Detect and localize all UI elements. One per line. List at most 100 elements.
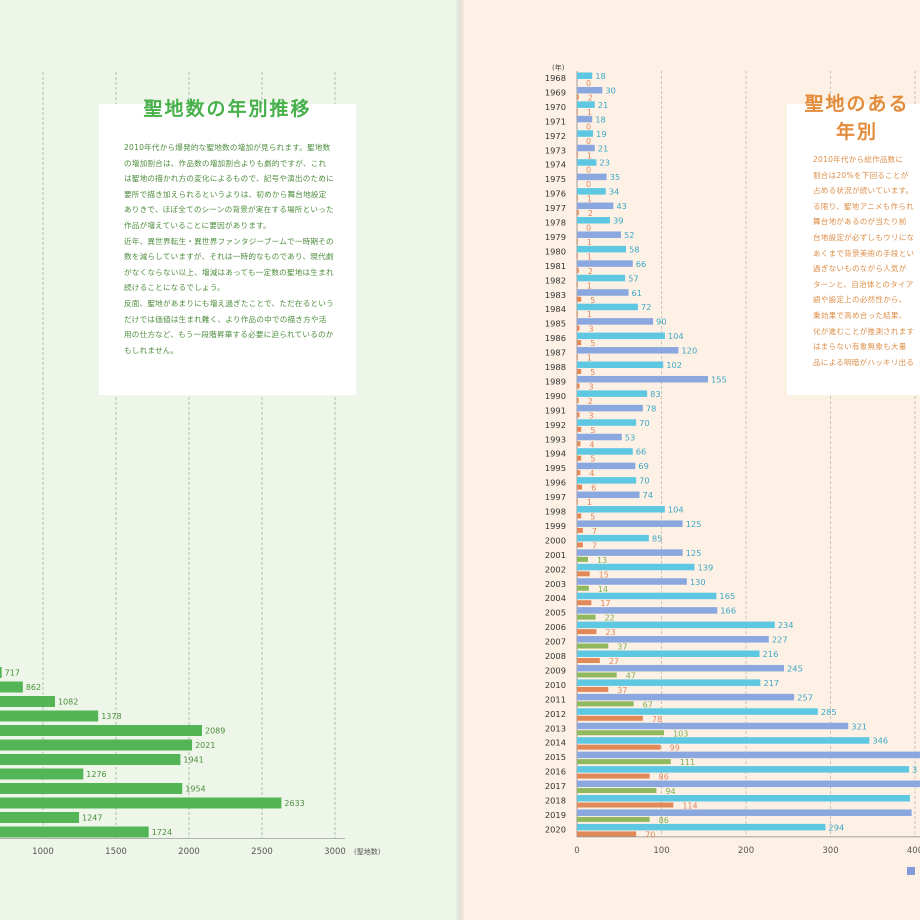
data-label-seichi: 1	[587, 238, 592, 247]
year-label: 2020	[545, 824, 566, 834]
x-tick-label: 1000	[32, 847, 54, 857]
bar-total	[577, 144, 595, 152]
data-label-seichi: 23	[605, 628, 615, 637]
left-paragraph: 2010年代から爆発的な聖地数の増加が見られます。聖地数の増加割合は、作品数の増…	[124, 143, 334, 230]
bar-total	[577, 693, 795, 701]
bar-total	[577, 72, 593, 79]
data-label-seichi: 114	[682, 802, 697, 811]
data-label-total: 61	[632, 288, 643, 298]
bar-total	[577, 563, 695, 571]
bar-total	[577, 202, 614, 210]
data-label-seichi: 70	[645, 830, 655, 839]
data-label-seichi: 86	[659, 773, 669, 782]
data-label-total: 52	[624, 230, 635, 240]
bar-seichi	[577, 412, 580, 418]
data-label-seichi: 1	[587, 108, 592, 117]
bar-seichi	[577, 340, 582, 346]
bar-seichi	[577, 527, 583, 533]
data-label-total: 125	[686, 548, 702, 558]
x-tick-label: 400	[907, 846, 920, 856]
data-label-seichi: 37	[617, 686, 627, 695]
bar-seichi	[577, 614, 596, 620]
bar-total	[577, 231, 621, 238]
bar-total	[577, 173, 607, 181]
year-label: 2005	[545, 608, 566, 618]
left-page: 1000 1500 2000 2500 3000 (聖地数) 717 862 1082 1378 2…	[0, 0, 460, 920]
year-label: 1994	[545, 449, 566, 459]
year-label: 1992	[545, 420, 566, 430]
bar-seichi	[577, 441, 581, 447]
year-label: 1990	[545, 391, 566, 401]
data-label-total: 139	[697, 562, 713, 572]
year-label: 2014	[545, 738, 566, 748]
year-label: 1969	[545, 87, 566, 97]
data-label: 1724	[152, 828, 172, 837]
data-label-total: 18	[595, 71, 606, 81]
bar-total	[577, 520, 683, 527]
data-label-seichi: 0	[586, 224, 591, 233]
data-label-total: 102	[666, 360, 682, 370]
bar-total	[577, 361, 664, 368]
year-label: 2015	[545, 752, 566, 762]
year-label: 1986	[545, 333, 566, 343]
data-label: 1276	[86, 770, 106, 779]
data-label-total: 165	[719, 591, 735, 601]
data-label-seichi: 7	[592, 527, 597, 536]
year-label: 1993	[545, 434, 566, 444]
data-label-total: 53	[625, 432, 636, 442]
year-label: 1968	[545, 73, 566, 83]
x-tick-label: 2000	[178, 847, 200, 857]
year-label: 1972	[545, 131, 566, 141]
right-line: 2010年代から総作品数に	[813, 155, 904, 164]
bar-seichi	[577, 672, 617, 678]
bar-seichi	[577, 643, 609, 649]
data-label-seichi: 67	[643, 700, 653, 709]
data-label-seichi: 99	[670, 744, 680, 753]
year-label: 2012	[545, 709, 566, 719]
bar-total	[577, 245, 627, 253]
data-label-seichi: 1	[587, 498, 592, 507]
year-label: 2007	[545, 637, 566, 647]
data-label: 1247	[82, 814, 102, 823]
data-label-seichi: 0	[586, 166, 591, 175]
bar-seichi	[577, 455, 582, 461]
bar	[0, 667, 2, 678]
data-label-total: 21	[598, 100, 609, 110]
year-label: 1974	[545, 160, 566, 170]
year-label: 1982	[545, 275, 566, 285]
data-label-total: 321	[851, 721, 867, 731]
bar	[0, 739, 193, 751]
bar-seichi	[577, 325, 580, 331]
bar	[0, 797, 282, 809]
bar	[0, 754, 181, 765]
bar	[0, 725, 202, 736]
bar-total	[577, 636, 769, 643]
year-label: 2011	[545, 694, 566, 704]
x-tick-label: 0	[574, 846, 579, 856]
year-label: 1970	[545, 102, 566, 112]
data-label-total: 74	[643, 490, 654, 500]
bar-total	[577, 607, 718, 614]
bar-seichi	[577, 600, 592, 606]
bar-total	[577, 462, 636, 470]
bar-total	[577, 621, 775, 629]
data-label: 862	[26, 683, 41, 692]
year-label: 1977	[545, 203, 566, 213]
year-label: 1979	[545, 232, 566, 242]
x-tick-label: 200	[738, 846, 754, 856]
legend-swatch	[907, 867, 915, 875]
bar-seichi	[577, 195, 578, 201]
bar-total	[577, 549, 683, 556]
left-text-box: 聖地数の年別推移 2010年代から爆発的な聖地数の増加が見られます。聖地数の増加…	[99, 98, 356, 395]
bar-seichi	[577, 311, 578, 317]
year-label: 2006	[545, 622, 566, 632]
bar-total	[577, 664, 785, 672]
data-label-total: 227	[772, 635, 788, 645]
x-tick-label: 300	[822, 846, 838, 856]
data-label: 2633	[284, 799, 304, 808]
right-title: 聖地のある 年別	[757, 90, 920, 146]
page-gutter	[456, 0, 464, 920]
bar	[0, 812, 80, 823]
bar-seichi	[577, 556, 588, 562]
left-body: 2010年代から爆発的な聖地数の増加が見られます。聖地数の増加割合は、作品数の増…	[124, 140, 334, 358]
